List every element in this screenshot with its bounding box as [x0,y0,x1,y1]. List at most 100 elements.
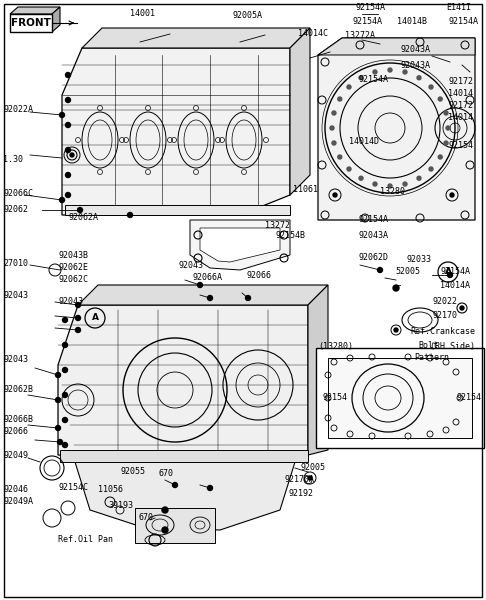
Text: Ref.Crankcase: Ref.Crankcase [410,328,475,337]
Circle shape [388,68,392,72]
Circle shape [417,76,421,80]
Circle shape [403,182,407,186]
Circle shape [75,328,81,332]
Text: 92154C: 92154C [58,484,88,493]
Text: 92049: 92049 [3,451,28,460]
Text: 92192: 92192 [288,488,313,497]
Text: 92066A: 92066A [192,274,222,283]
Text: 1.30: 1.30 [3,155,23,164]
Circle shape [66,97,70,103]
Polygon shape [58,305,308,472]
Text: 52005: 52005 [395,268,420,277]
Circle shape [373,182,377,186]
Circle shape [66,73,70,77]
Polygon shape [62,48,290,215]
Circle shape [308,476,312,480]
Polygon shape [290,28,310,195]
Text: 92005: 92005 [300,463,325,473]
Bar [135,508,215,543]
Circle shape [63,367,68,373]
Text: Bolt: Bolt [418,340,438,349]
Text: 27010: 27010 [3,259,28,268]
Circle shape [63,392,68,397]
Text: 92154A: 92154A [355,4,385,13]
Circle shape [75,316,81,320]
Circle shape [208,295,212,301]
Circle shape [66,193,70,197]
Circle shape [417,176,421,180]
Text: 92154B: 92154B [275,230,305,239]
Circle shape [63,317,68,323]
Circle shape [448,272,452,277]
Circle shape [77,208,83,212]
Text: 92043A: 92043A [400,46,430,55]
Circle shape [63,343,68,347]
Circle shape [66,173,70,178]
Circle shape [378,268,382,272]
Circle shape [438,155,442,159]
Text: 11061: 11061 [293,185,318,194]
Circle shape [70,153,74,157]
Polygon shape [200,228,280,262]
Circle shape [444,111,448,115]
Text: 92062C: 92062C [58,275,88,284]
Text: 92170A: 92170A [284,475,314,485]
Text: 11056: 11056 [98,485,123,494]
Circle shape [450,193,454,197]
Text: 39193: 39193 [108,500,133,509]
Polygon shape [78,285,328,305]
Text: 92043A: 92043A [358,230,388,239]
Text: 92043: 92043 [3,355,28,364]
Circle shape [388,184,392,188]
Circle shape [359,76,363,80]
Bar [328,358,472,438]
Text: 13272A: 13272A [345,31,375,40]
Polygon shape [82,28,310,48]
Circle shape [393,285,399,291]
Circle shape [173,482,177,487]
Text: 92154A: 92154A [448,17,478,26]
Text: 670: 670 [158,469,173,479]
Text: 92066: 92066 [246,271,271,280]
Text: 92043: 92043 [58,298,83,307]
Text: 92043A: 92043A [400,61,430,70]
Text: 92154A: 92154A [440,268,470,277]
Circle shape [127,212,133,217]
Circle shape [162,507,168,513]
Polygon shape [75,462,295,530]
Text: 92005A: 92005A [232,10,262,19]
Circle shape [245,295,250,301]
Text: 92062: 92062 [3,205,28,214]
Circle shape [338,155,342,159]
Text: 92154: 92154 [456,394,481,403]
Circle shape [57,439,63,445]
Circle shape [347,167,351,171]
Circle shape [333,193,337,197]
Circle shape [460,306,464,310]
Polygon shape [308,285,328,455]
Circle shape [63,418,68,422]
Circle shape [332,141,336,145]
Text: 92043: 92043 [178,260,203,269]
Text: 92022A: 92022A [3,106,33,115]
Polygon shape [318,38,475,220]
Bar [316,348,484,448]
Circle shape [347,85,351,89]
Circle shape [66,148,70,152]
Circle shape [59,113,65,118]
Text: 92022: 92022 [432,298,457,307]
Text: 13272: 13272 [265,220,290,229]
Text: FRONT: FRONT [11,18,51,28]
Bar [10,14,52,32]
Polygon shape [52,7,60,32]
Text: 92046: 92046 [3,485,28,494]
Text: 92154A: 92154A [358,76,388,85]
Text: 14014D: 14014D [349,137,379,146]
Text: 92066C: 92066C [3,188,33,197]
Text: 92062A: 92062A [68,214,98,223]
Circle shape [332,111,336,115]
Text: 92043B: 92043B [58,251,88,259]
Circle shape [429,85,433,89]
Text: A: A [445,268,451,277]
Circle shape [394,328,398,332]
